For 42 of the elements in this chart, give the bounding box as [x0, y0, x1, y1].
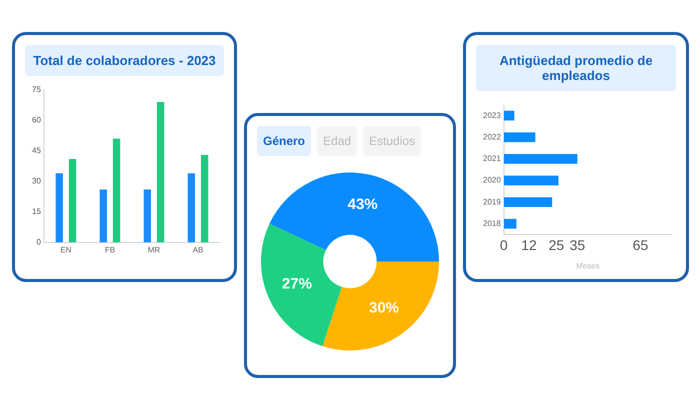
bar: [504, 132, 536, 142]
x-tick-label: MR: [148, 245, 160, 254]
y-tick-label: 15: [32, 207, 42, 216]
bar: [504, 176, 558, 186]
x-tick-label: 25: [548, 236, 564, 253]
x-tick-label: 12: [521, 236, 538, 253]
x-tick-label: AB: [192, 245, 204, 254]
bar: [68, 158, 76, 242]
x-tick-label: 65: [632, 236, 648, 253]
text: Estudios: [363, 126, 422, 156]
bar: [188, 173, 196, 242]
bar: [200, 154, 208, 242]
text: Género: [257, 126, 312, 156]
bar: [112, 138, 120, 242]
bar: [100, 190, 107, 242]
x-axis-title: Meses: [576, 261, 600, 270]
data-label: 43%: [348, 196, 378, 214]
y-tick-label: 2021: [483, 154, 502, 164]
y-tick-label: 2018: [483, 218, 502, 228]
x-tick-label: 35: [570, 236, 586, 253]
bar: [56, 173, 63, 242]
x-tick-label: EN: [60, 245, 72, 254]
data-label: 30%: [368, 299, 400, 316]
chart-title: Antigüedad promedio de empleados: [476, 45, 676, 91]
y-tick-label: 2019: [483, 197, 502, 206]
y-tick-label: 60: [32, 116, 42, 125]
bar: [504, 154, 578, 164]
bar: [504, 197, 552, 208]
chart-title: Total de colaboradores - 2023: [25, 45, 224, 76]
data-label: 27%: [282, 276, 312, 293]
bar: [156, 102, 164, 242]
y-tick-label: 2023: [483, 110, 502, 120]
bar: [144, 190, 151, 242]
text: Edad: [317, 126, 358, 156]
y-tick-label: 45: [32, 146, 42, 156]
y-tick-label: 30: [32, 176, 42, 186]
y-tick-label: 2020: [483, 176, 502, 185]
bar: [504, 218, 516, 229]
y-tick-label: 75: [32, 85, 42, 94]
x-tick-label: FB: [104, 245, 116, 254]
bar: [504, 110, 514, 120]
y-tick-label: 2022: [483, 132, 502, 142]
